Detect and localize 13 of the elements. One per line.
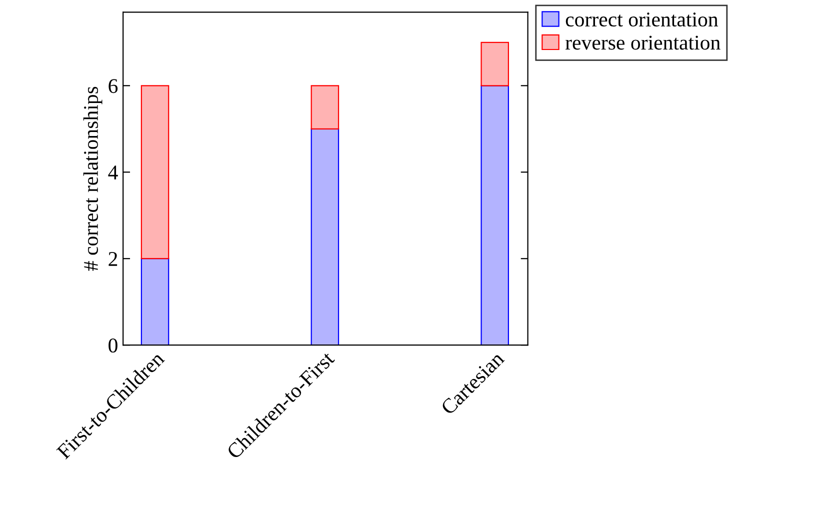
- y-tick-label: 4: [108, 166, 118, 180]
- bar: [480, 85, 509, 346]
- y-axis-title: # correct relationships: [83, 86, 102, 271]
- y-tick-label: 2: [108, 252, 118, 266]
- y-tick-label: 0: [108, 338, 118, 353]
- legend-label: reverse orientation: [565, 36, 720, 50]
- bar: [140, 85, 170, 260]
- bar: [140, 258, 170, 346]
- y-tick-label: 6: [108, 79, 118, 94]
- bar: [480, 42, 509, 86]
- legend-label: correct orientation: [566, 12, 718, 27]
- bar: [310, 85, 340, 130]
- bar: [310, 128, 340, 346]
